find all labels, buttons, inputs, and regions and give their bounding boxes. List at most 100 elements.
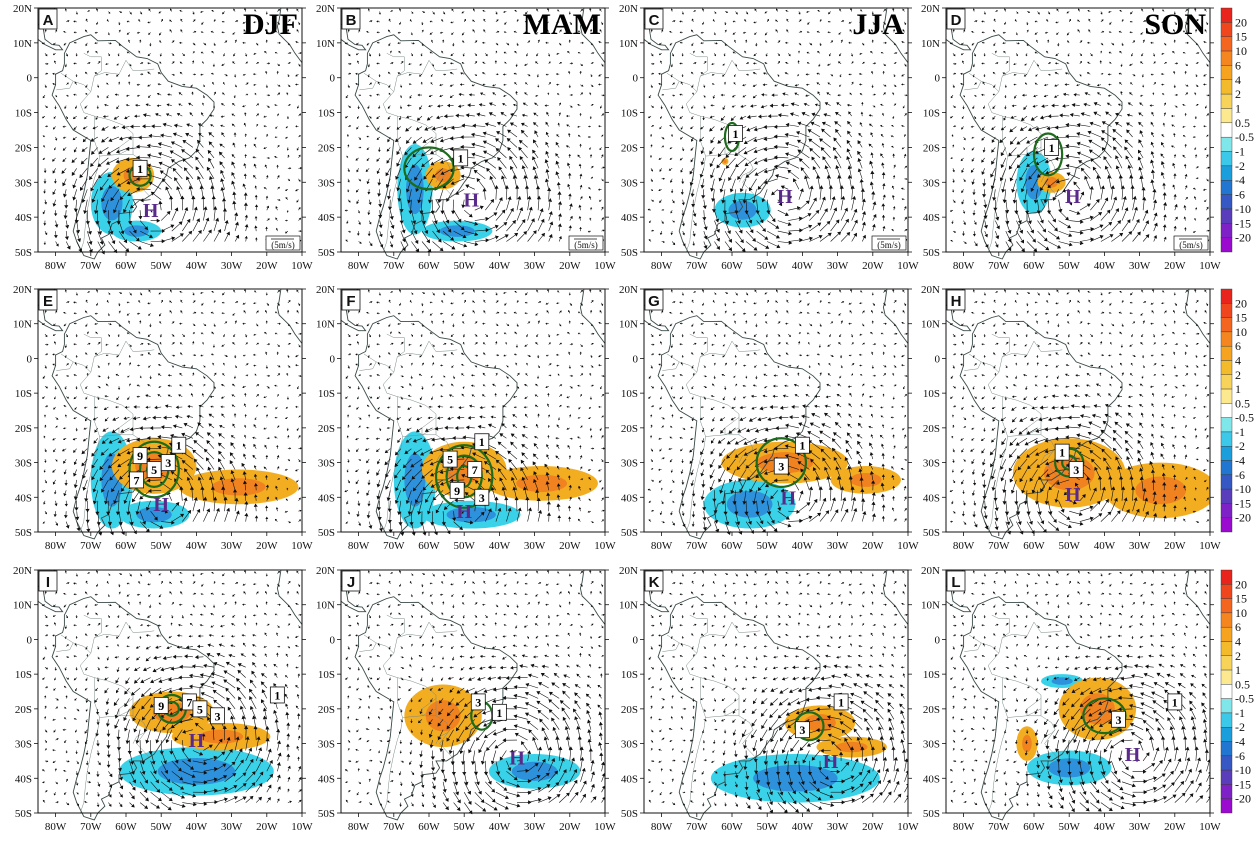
lat-tick-label: 0 xyxy=(330,73,336,85)
wind-vector-head xyxy=(498,197,503,202)
wind-vector-head xyxy=(1196,166,1199,169)
wind-vector-head xyxy=(649,154,653,157)
wind-vector-head xyxy=(52,127,56,130)
lat-tick-label: 20N xyxy=(619,3,638,15)
wind-vector-head xyxy=(277,186,280,189)
wind-vector-head xyxy=(376,93,379,96)
wind-vector-head xyxy=(278,41,281,45)
wind-vector-head xyxy=(140,12,143,15)
wind-vector-head xyxy=(170,224,175,229)
wind-vector-head xyxy=(422,139,427,143)
wind-vector-head xyxy=(80,186,84,191)
wind-vector-head xyxy=(450,125,455,130)
wind-vector-head xyxy=(98,60,101,64)
wind-vector-head xyxy=(703,95,706,98)
country-border xyxy=(359,72,377,91)
wind-vector-head xyxy=(138,50,141,53)
wind-vector-head xyxy=(113,116,118,120)
wind-vector-head xyxy=(420,54,423,57)
wind-vector-head xyxy=(179,9,182,12)
wind-vector-head xyxy=(658,53,661,56)
wind-vector-head xyxy=(96,107,99,110)
wind-vector-head xyxy=(141,62,144,65)
wind-vector-head xyxy=(201,195,206,200)
wind-vector-head xyxy=(220,178,225,183)
wind-vector-head xyxy=(471,142,476,147)
wind-vector-head xyxy=(97,163,102,167)
wind-vector-head xyxy=(495,50,498,53)
wind-vector-head xyxy=(387,206,393,211)
wind-vector-head xyxy=(1087,61,1090,64)
wind-vector-head xyxy=(191,195,196,200)
wind-vector-head xyxy=(447,228,452,233)
wind-vector-head xyxy=(263,146,266,150)
wind-vector-head xyxy=(412,139,417,144)
wind-vector-head xyxy=(78,248,83,253)
wind-vector-head xyxy=(72,184,77,189)
wind-vector-head xyxy=(1048,73,1051,76)
high-pressure-marker: H xyxy=(463,190,479,212)
wind-vector-head xyxy=(431,174,436,178)
wind-vector-head xyxy=(298,179,301,182)
wind-vector-head xyxy=(581,84,584,87)
wind-vector-head xyxy=(589,117,592,120)
wind-vector-head xyxy=(148,95,151,98)
wind-vector-head xyxy=(142,124,146,129)
wind-vector-head xyxy=(733,82,736,85)
wind-vector-head xyxy=(231,154,235,157)
wind-vector-head xyxy=(53,235,58,239)
wind-vector-head xyxy=(196,218,200,223)
wind-vector-head xyxy=(444,62,447,65)
wind-vector-head xyxy=(107,173,112,178)
wind-vector-head xyxy=(536,54,539,57)
wind-vector-head xyxy=(905,177,908,180)
wind-vector-head xyxy=(401,247,406,252)
wind-vector-head xyxy=(55,138,58,141)
wind-vector-head xyxy=(963,95,965,98)
wind-vector-head xyxy=(158,200,163,205)
wind-vector-head xyxy=(798,50,801,53)
wind-vector-head xyxy=(233,96,236,99)
wind-vector-head xyxy=(126,94,129,97)
wind-vector-head xyxy=(266,133,269,136)
wind-vector-head xyxy=(116,63,119,66)
wind-vector-head xyxy=(159,54,162,57)
wind-vector-head xyxy=(421,29,424,32)
wind-vector-head xyxy=(411,164,416,169)
wind-vector-head xyxy=(474,242,479,247)
wind-vector-head xyxy=(1026,29,1029,32)
lon-tick-label: 30W xyxy=(221,260,243,272)
wind-vector-head xyxy=(723,54,726,57)
wind-vector-head xyxy=(45,54,48,57)
wind-vector-head xyxy=(1175,105,1178,108)
wind-vector-head xyxy=(85,85,88,88)
wind-vector-head xyxy=(243,122,247,126)
wind-vector-head xyxy=(379,233,383,238)
wind-vector-head xyxy=(712,19,715,22)
wind-vector-head xyxy=(265,70,268,73)
wind-vector-head xyxy=(105,161,111,165)
wind-vector-head xyxy=(424,126,429,131)
wind-vector-head xyxy=(231,123,235,127)
wind-vector-head xyxy=(413,230,418,235)
wind-vector-head xyxy=(243,29,246,32)
wind-vector-head xyxy=(430,161,435,166)
wind-vector-head xyxy=(148,181,153,186)
wind-vector-head xyxy=(439,247,444,252)
central-america-coastline xyxy=(38,23,64,51)
wind-vector-head xyxy=(712,83,714,86)
wind-vector-head xyxy=(444,73,447,76)
wind-vector-head xyxy=(426,116,431,121)
wind-vector-head xyxy=(85,43,88,47)
wind-vector-head xyxy=(159,61,162,64)
wind-vector-head xyxy=(437,238,442,243)
wind-vector-head xyxy=(277,64,280,67)
wind-vector-head xyxy=(474,221,479,226)
wind-vector-head xyxy=(494,235,499,240)
wind-vector-head xyxy=(288,179,291,182)
wind-vector-head xyxy=(429,32,432,35)
wind-vector-head xyxy=(178,103,181,106)
wind-vector-head xyxy=(397,41,400,45)
lat-tick-label: 0 xyxy=(27,73,33,85)
wind-vector-head xyxy=(43,435,46,438)
